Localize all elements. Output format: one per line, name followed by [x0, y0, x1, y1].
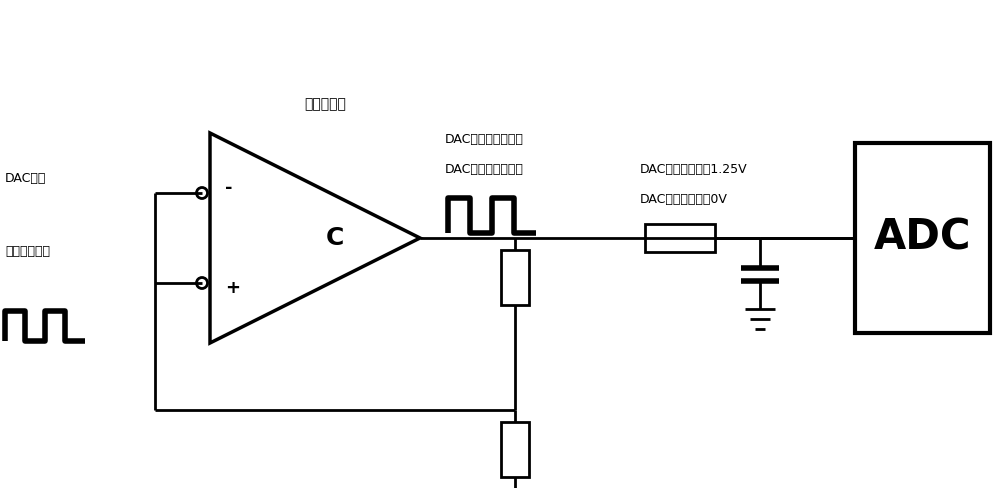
Text: DAC输出过低：脉冲: DAC输出过低：脉冲: [445, 163, 524, 176]
Bar: [855, 143, 990, 333]
Text: DAC输出: DAC输出: [5, 172, 46, 185]
Bar: [501, 422, 529, 477]
Bar: [501, 250, 529, 305]
Text: DAC输出过高：约1.25V: DAC输出过高：约1.25V: [640, 163, 748, 176]
Text: ADC: ADC: [874, 217, 971, 259]
Text: DAC输出过高：常低: DAC输出过高：常低: [445, 133, 524, 146]
Bar: [645, 224, 715, 252]
Text: 待测信号输入: 待测信号输入: [5, 245, 50, 258]
Text: +: +: [225, 279, 240, 297]
Text: C: C: [326, 226, 344, 250]
Text: -: -: [225, 179, 232, 197]
Text: 高速比较器: 高速比较器: [304, 97, 346, 111]
Text: DAC输出过低：约0V: DAC输出过低：约0V: [640, 193, 728, 206]
